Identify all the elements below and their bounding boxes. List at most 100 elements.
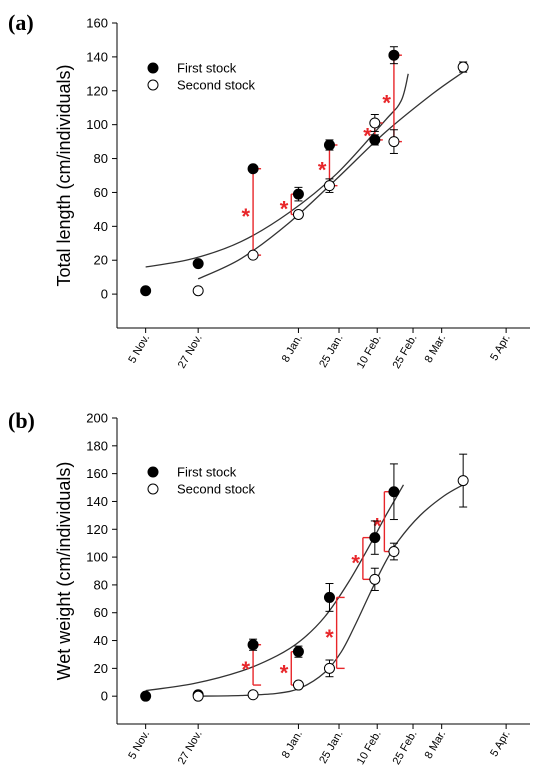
x-tick-label: 8 Mar. xyxy=(423,729,449,761)
data-point-first-stock xyxy=(323,583,335,612)
marker xyxy=(388,49,400,61)
legend-marker xyxy=(147,62,159,74)
data-point-second-stock xyxy=(192,285,204,297)
significance-star: * xyxy=(242,657,251,682)
y-tick-label: 60 xyxy=(94,185,108,200)
x-tick-label: 25 Feb. xyxy=(391,333,420,371)
legend-label: Second stock xyxy=(177,78,256,93)
y-tick-label: 40 xyxy=(94,633,108,648)
marker xyxy=(323,662,335,674)
y-tick-label: 40 xyxy=(94,219,108,234)
marker xyxy=(247,689,259,701)
fit-curve-first-stock xyxy=(145,484,405,692)
data-point-first-stock xyxy=(192,258,204,270)
data-point-second-stock xyxy=(247,689,259,701)
significance-star: * xyxy=(363,123,372,148)
y-tick-label: 140 xyxy=(86,494,108,509)
significance-star: * xyxy=(351,550,360,575)
significance-bracket: * xyxy=(351,536,371,581)
legend-marker xyxy=(147,483,159,495)
y-tick-label: 120 xyxy=(86,83,108,98)
significance-star: * xyxy=(280,196,289,221)
x-tick-label: 8 Mar. xyxy=(423,333,449,365)
panel-label: (b) xyxy=(8,408,35,433)
significance-bracket: * xyxy=(318,144,338,187)
marker xyxy=(388,546,400,558)
y-tick-label: 0 xyxy=(101,689,108,704)
marker xyxy=(388,136,400,148)
x-tick-label: 10 Feb. xyxy=(355,729,384,767)
marker xyxy=(388,486,400,498)
legend: First stock Second stock xyxy=(147,61,256,93)
data-point-first-stock xyxy=(369,520,381,555)
fit-curve-first-stock xyxy=(145,73,409,268)
x-tick-label: 8 Jan. xyxy=(280,729,305,761)
marker xyxy=(292,208,304,220)
y-axis-title: Total length (cm/individuals) xyxy=(54,64,74,286)
marker xyxy=(292,679,304,691)
data-point-first-stock xyxy=(140,690,152,702)
chart-panel-a: (a) 0 20 40 60 80 100 120 140 160 5 Nov. 27 Nov. 8 J… xyxy=(8,10,530,371)
legend-label: Second stock xyxy=(177,482,256,497)
data-point-second-stock xyxy=(192,690,204,702)
y-tick-label: 60 xyxy=(94,605,108,620)
significance-bracket: * xyxy=(325,596,345,670)
x-tick-label: 8 Jan. xyxy=(280,333,305,365)
y-tick-label: 200 xyxy=(86,411,108,426)
marker xyxy=(192,285,204,297)
y-tick-label: 120 xyxy=(86,522,108,537)
significance-star: * xyxy=(318,157,327,182)
panel-label: (a) xyxy=(8,10,34,35)
x-tick-label: 25 Feb. xyxy=(391,729,420,767)
marker xyxy=(292,188,304,200)
fit-curve-second-stock xyxy=(198,484,464,697)
y-tick-label: 0 xyxy=(101,287,108,302)
legend-label: First stock xyxy=(177,465,237,480)
data-point-second-stock xyxy=(457,61,469,73)
marker xyxy=(247,639,259,651)
data-point-second-stock xyxy=(388,129,400,154)
x-tick-label: 5 Nov. xyxy=(126,333,152,366)
x-tick-label: 10 Feb. xyxy=(355,333,384,371)
y-tick-label: 160 xyxy=(86,466,108,481)
marker xyxy=(457,475,469,487)
significance-star: * xyxy=(325,625,334,650)
x-tick-label: 25 Jan. xyxy=(317,333,345,370)
data-point-first-stock xyxy=(292,645,304,658)
marker xyxy=(140,285,152,297)
marker xyxy=(323,139,335,151)
significance-bracket: * xyxy=(382,54,402,143)
marker xyxy=(247,163,259,175)
y-tick-label: 80 xyxy=(94,577,108,592)
marker xyxy=(323,591,335,603)
marker xyxy=(292,646,304,658)
data-point-first-stock xyxy=(388,46,400,65)
x-tick-label: 5 Apr. xyxy=(488,333,512,363)
data-point-first-stock xyxy=(247,638,259,651)
x-tick-label: 27 Nov. xyxy=(176,729,205,767)
y-tick-label: 100 xyxy=(86,117,108,132)
data-point-second-stock xyxy=(247,249,259,261)
x-tick-label: 5 Nov. xyxy=(126,729,152,762)
y-tick-label: 80 xyxy=(94,151,108,166)
marker xyxy=(247,249,259,261)
data-point-first-stock xyxy=(369,134,381,146)
data-point-second-stock xyxy=(369,567,381,591)
marker xyxy=(369,117,381,129)
chart-panel-b: (b) 0 20 40 60 80 100 120 140 160 180 200 5 Nov. 27 N… xyxy=(8,408,530,767)
significance-star: * xyxy=(280,660,289,685)
marker xyxy=(192,258,204,270)
y-tick-label: 100 xyxy=(86,550,108,565)
data-point-first-stock xyxy=(388,463,400,521)
y-tick-label: 180 xyxy=(86,438,108,453)
legend-marker xyxy=(147,79,159,91)
data-point-first-stock xyxy=(323,139,335,151)
marker xyxy=(140,690,152,702)
x-tick-label: 27 Nov. xyxy=(176,333,205,371)
y-tick-label: 160 xyxy=(86,16,108,31)
data-point-second-stock xyxy=(292,208,304,220)
marker xyxy=(457,61,469,73)
data-point-second-stock xyxy=(369,114,381,132)
